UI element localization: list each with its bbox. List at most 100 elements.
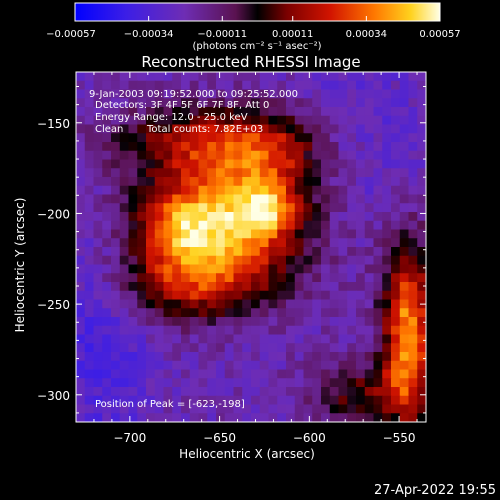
heatmap-cell	[251, 168, 261, 178]
heatmap-cell	[338, 334, 348, 344]
heatmap-cell	[373, 220, 383, 231]
heatmap-cell	[268, 404, 278, 414]
heatmap-cell	[137, 80, 147, 91]
heatmap-cell	[84, 343, 95, 353]
heatmap-cell	[277, 369, 287, 379]
heatmap-cell	[102, 194, 112, 204]
heatmap-cell	[373, 89, 383, 99]
heatmap-cell	[321, 290, 331, 301]
heatmap-cell	[329, 264, 340, 274]
heatmap-cell	[172, 273, 182, 283]
heatmap-cell	[329, 247, 340, 257]
heatmap-cell	[399, 185, 410, 196]
heatmap-cell	[373, 133, 383, 143]
heatmap-cell	[233, 107, 243, 117]
heatmap-cell	[329, 168, 340, 178]
heatmap-cell	[84, 133, 95, 143]
heatmap-cell	[408, 80, 418, 91]
heatmap-cell	[119, 133, 130, 143]
heatmap-cell	[216, 404, 226, 414]
heatmap-cell	[417, 150, 426, 161]
heatmap-cell	[154, 387, 165, 397]
heatmap-cell	[399, 369, 410, 379]
heatmap-cell	[373, 80, 383, 91]
heatmap-cell	[356, 89, 366, 99]
heatmap-cell	[198, 238, 208, 248]
heatmap-cell	[119, 115, 130, 126]
heatmap-cell	[242, 247, 252, 257]
heatmap-cell	[154, 317, 165, 327]
heatmap-cell	[329, 212, 340, 222]
heatmap-cell	[146, 299, 156, 309]
heatmap-cell	[321, 185, 331, 196]
heatmap-cell	[233, 343, 243, 353]
heatmap-cell	[207, 89, 217, 99]
heatmap-cell	[391, 308, 401, 318]
heatmap-cell	[259, 343, 270, 353]
heatmap-cell	[347, 317, 357, 327]
heatmap-cell	[391, 212, 401, 222]
heatmap-cell	[76, 334, 86, 344]
heatmap-cell	[268, 177, 278, 187]
heatmap-cell	[76, 247, 86, 257]
heatmap-cell	[233, 273, 243, 283]
heatmap-cell	[303, 98, 313, 108]
heatmap-cell	[146, 229, 156, 239]
heatmap-cell	[172, 395, 182, 406]
heatmap-cell	[172, 212, 182, 222]
heatmap-cell	[119, 168, 130, 178]
heatmap-cell	[111, 168, 121, 178]
heatmap-cell	[259, 387, 270, 397]
heatmap-cell	[286, 238, 296, 248]
heatmap-cell	[294, 378, 305, 388]
heatmap-cell	[338, 212, 348, 222]
heatmap-cell	[154, 290, 165, 301]
heatmap-cell	[154, 413, 165, 422]
heatmap-cell	[399, 317, 410, 327]
heatmap-cell	[268, 115, 278, 126]
heatmap-cell	[224, 387, 235, 397]
heatmap-cell	[347, 360, 357, 371]
heatmap-cell	[312, 194, 322, 204]
heatmap-cell	[399, 107, 410, 117]
heatmap-cell	[251, 142, 261, 152]
heatmap-cell	[128, 387, 138, 397]
heatmap-cell	[312, 352, 322, 362]
heatmap-cell	[391, 352, 401, 362]
heatmap-cell	[408, 142, 418, 152]
y-tick-label: −250	[37, 298, 70, 312]
heatmap-cell	[189, 343, 200, 353]
heatmap-cell	[93, 273, 103, 283]
heatmap-cell	[268, 413, 278, 422]
heatmap-cell	[137, 255, 147, 266]
heatmap-cell	[268, 378, 278, 388]
heatmap-cell	[93, 282, 103, 292]
heatmap-cell	[146, 334, 156, 344]
heatmap-cell	[356, 299, 366, 309]
heatmap-cell	[224, 325, 235, 336]
heatmap-cell	[338, 229, 348, 239]
heatmap-cell	[119, 317, 130, 327]
heatmap-cell	[84, 177, 95, 187]
heatmap-cell	[321, 308, 331, 318]
heatmap-cell	[347, 282, 357, 292]
heatmap-cell	[338, 352, 348, 362]
heatmap-cell	[84, 80, 95, 91]
heatmap-cell	[128, 220, 138, 231]
heatmap-cell	[84, 150, 95, 161]
heatmap-cell	[268, 395, 278, 406]
heatmap-cell	[84, 308, 95, 318]
heatmap-cell	[356, 124, 366, 134]
heatmap-cell	[356, 133, 366, 143]
heatmap-cell	[137, 229, 147, 239]
heatmap-cell	[163, 308, 173, 318]
heatmap-cell	[84, 115, 95, 126]
heatmap-cell	[181, 177, 191, 187]
heatmap-cell	[198, 378, 208, 388]
heatmap-cell	[286, 89, 296, 99]
heatmap-cell	[286, 413, 296, 422]
heatmap-cell	[382, 387, 392, 397]
heatmap-cell	[216, 194, 226, 204]
heatmap-cell	[198, 150, 208, 161]
heatmap-cell	[259, 395, 270, 406]
